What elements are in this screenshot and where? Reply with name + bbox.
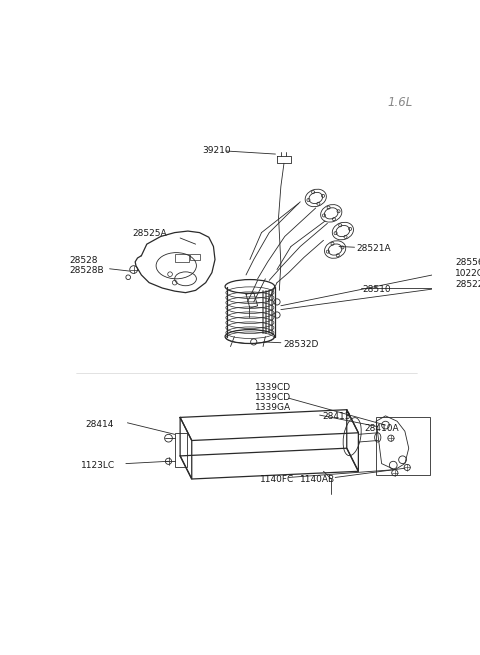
Text: 1339CD: 1339CD [255, 383, 291, 392]
Text: 28414: 28414 [85, 420, 114, 429]
Bar [376, 417, 431, 475]
Text: 28556A: 28556A [455, 258, 480, 267]
Text: 1339GA: 1339GA [255, 403, 291, 412]
Text: 1140AB: 1140AB [300, 475, 336, 484]
Text: 1.6L: 1.6L [387, 96, 413, 109]
Text: 28528: 28528 [69, 255, 98, 265]
Bar [451, 255, 480, 325]
Bar [175, 433, 187, 468]
Bar [175, 254, 189, 262]
Text: 28528B: 28528B [69, 266, 104, 274]
Bar [190, 254, 200, 260]
Text: 1140FC: 1140FC [260, 475, 294, 484]
Text: 28413: 28413 [322, 412, 350, 421]
Text: 39210: 39210 [202, 146, 230, 155]
Bar [451, 229, 480, 356]
Text: 1123LC: 1123LC [81, 460, 115, 470]
Text: 28532D: 28532D [283, 341, 319, 349]
Text: 28521A: 28521A [356, 244, 391, 253]
Text: 28510: 28510 [362, 285, 391, 294]
Text: 1022CA: 1022CA [455, 269, 480, 278]
Text: 28410A: 28410A [365, 424, 399, 432]
Text: 28525A: 28525A [132, 229, 167, 238]
Text: 1339CD: 1339CD [255, 393, 291, 402]
Text: 28522: 28522 [455, 280, 480, 289]
